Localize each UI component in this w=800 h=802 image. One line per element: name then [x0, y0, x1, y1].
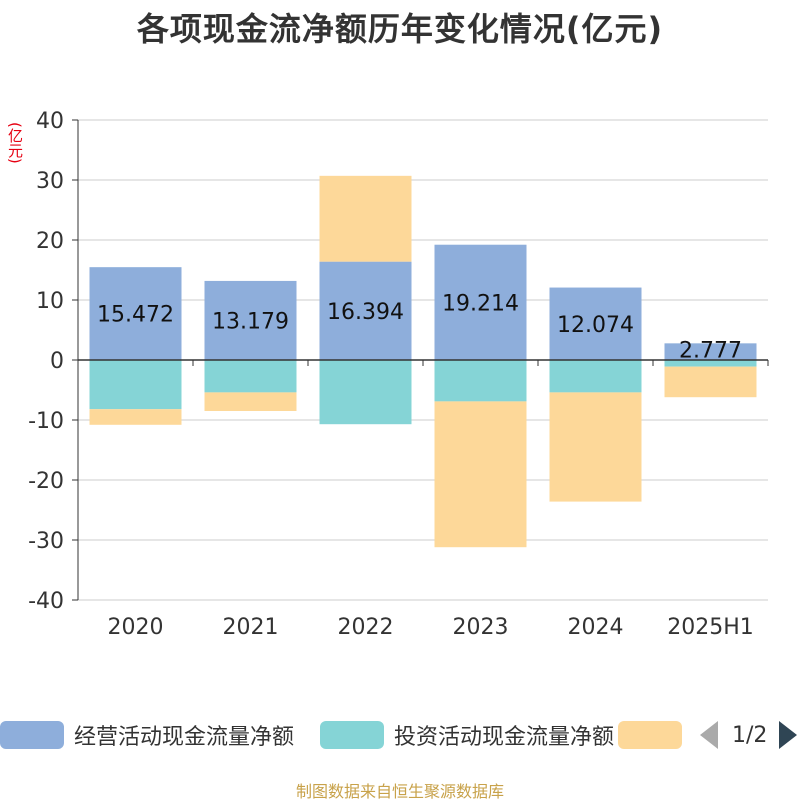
bar-investing-2020 [89, 360, 182, 410]
bar-financing-2020 [89, 409, 182, 425]
bar-financing-2023 [434, 401, 527, 548]
legend-item-financing[interactable] [618, 718, 682, 752]
bar-investing-2025H1 [664, 360, 757, 367]
y-tick-label: -10 [28, 409, 64, 434]
chart-title: 各项现金流净额历年变化情况(亿元) [136, 10, 664, 48]
x-category-label: 2023 [453, 615, 509, 640]
x-category-label: 2022 [338, 615, 394, 640]
bar-financing-2021 [204, 392, 297, 411]
y-axis-unit-label: (亿元) [6, 122, 24, 164]
data-label-operating: 15.472 [97, 303, 174, 328]
stacked-bar-chart: 40 30 20 10 0 -10 -20 -30 -40 15.472 13.179 16.394 1… [28, 109, 769, 640]
y-tick-label: 0 [50, 349, 64, 374]
x-category-label: 2024 [568, 615, 624, 640]
bar-financing-2025H1 [664, 366, 757, 398]
bar-operating-2021 [204, 280, 297, 360]
bar-investing-2023 [434, 360, 527, 402]
data-label-operating: 13.179 [212, 309, 289, 334]
legend-swatch-financing [618, 721, 682, 749]
bar-operating-2025H1 [664, 343, 757, 360]
x-category-label: 2020 [108, 615, 164, 640]
bar-investing-2022 [319, 360, 412, 425]
y-tick-label: 10 [36, 289, 64, 314]
pager-text: 1/2 [732, 722, 768, 748]
legend-swatch-operating [0, 721, 64, 749]
data-label-operating: 19.214 [442, 291, 519, 316]
bar-operating-2024 [549, 287, 642, 360]
data-label-operating: 12.074 [557, 313, 634, 338]
y-tick-label: 30 [36, 169, 64, 194]
pager-prev-icon[interactable] [700, 721, 718, 749]
y-tick-label: -20 [28, 469, 64, 494]
y-tick-label: -30 [28, 529, 64, 554]
legend-pager: 1/2 [700, 718, 798, 752]
pager-next-icon[interactable] [779, 721, 798, 749]
bar-financing-2024 [549, 392, 642, 502]
footer-source: 制图数据来自恒生聚源数据库 [295, 782, 504, 801]
bar-investing-2024 [549, 360, 642, 393]
bar-operating-2022 [319, 261, 412, 360]
bar-operating-2023 [434, 244, 527, 360]
data-label-operating: 2.777 [679, 338, 742, 363]
x-category-label: 2021 [223, 615, 279, 640]
data-label-operating: 16.394 [327, 300, 404, 325]
legend-item-investing[interactable]: 投资活动现金流量净额 [320, 718, 614, 752]
legend-item-operating[interactable]: 经营活动现金流量净额 [0, 718, 294, 752]
legend-label-investing[interactable]: 投资活动现金流量净额 [394, 725, 615, 750]
y-tick-label: 40 [36, 109, 64, 134]
legend-swatch-investing [320, 721, 384, 749]
legend-label-operating: 经营活动现金流量净额 [74, 725, 295, 750]
bar-financing-2022 [319, 175, 412, 262]
bar-investing-2021 [204, 360, 297, 393]
y-tick-label: -40 [28, 589, 64, 614]
y-tick-label: 20 [36, 229, 64, 254]
legend: 经营活动现金流量净额 投资活动现金流量净额 1/2 [0, 718, 800, 752]
x-category-label: 2025H1 [667, 615, 754, 640]
bar-operating-2020 [89, 267, 182, 360]
